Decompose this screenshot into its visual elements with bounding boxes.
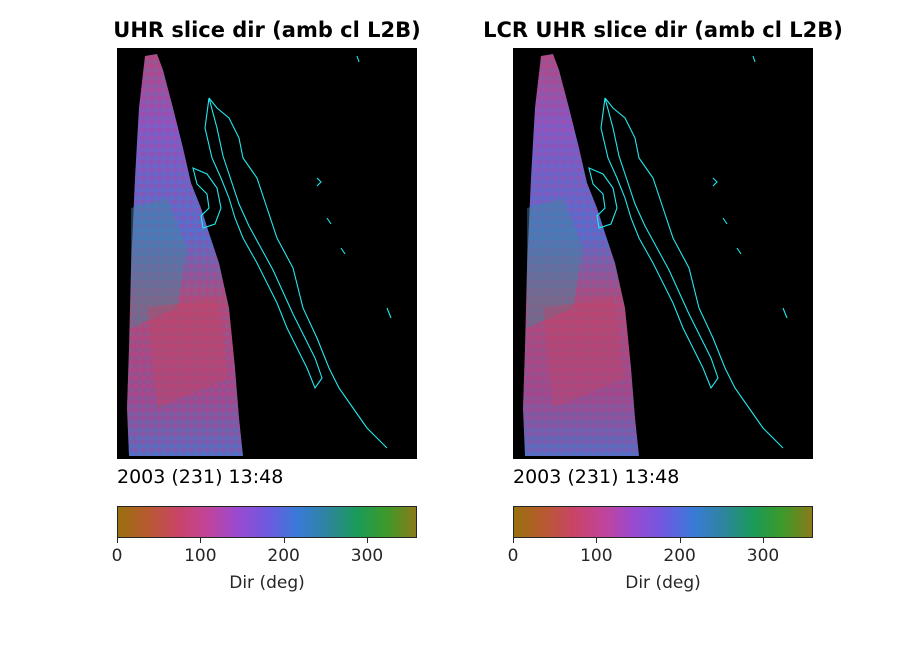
- colorbar-label: Dir (deg): [229, 573, 305, 593]
- coastline: [588, 55, 788, 449]
- coastline: [192, 55, 392, 449]
- colorbar-tick: [596, 538, 598, 543]
- colorbar-tick: [513, 538, 514, 543]
- colorbar-tick-label: 300: [350, 546, 384, 566]
- map-image: [523, 54, 788, 456]
- colorbar-tick-label: 100: [184, 546, 217, 566]
- wind-direction-map: [513, 48, 813, 459]
- wind-direction-map: [117, 48, 417, 459]
- panel-lcr-uhr: LCR UHR slice dir (amb cl L2B): [483, 0, 843, 652]
- colorbar-tick: [283, 538, 285, 543]
- colorbar-tick: [679, 538, 681, 543]
- colorbar-tick: [200, 538, 202, 543]
- panel-title: LCR UHR slice dir (amb cl L2B): [483, 18, 843, 42]
- colorbar-tick-label: 0: [111, 546, 123, 566]
- timestamp: 2003 (231) 13:48: [513, 466, 680, 488]
- colorbar-tick: [367, 538, 368, 543]
- colorbar-label: Dir (deg): [625, 573, 701, 593]
- colorbar-tick-label: 200: [267, 546, 300, 566]
- colorbar-tick: [117, 538, 118, 543]
- colorbar: [117, 506, 417, 538]
- panel-title: UHR slice dir (amb cl L2B): [113, 18, 421, 42]
- colorbar-tick-label: 200: [663, 546, 696, 566]
- colorbar-tick-label: 300: [746, 546, 780, 566]
- panel-uhr: UHR slice dir (amb cl L2B): [87, 0, 447, 652]
- colorbar-tick-label: 0: [507, 546, 519, 566]
- colorbar: [513, 506, 813, 538]
- colorbar-tick-label: 100: [580, 546, 613, 566]
- map-image: [127, 54, 392, 456]
- timestamp: 2003 (231) 13:48: [117, 466, 284, 488]
- colorbar-tick: [763, 538, 764, 543]
